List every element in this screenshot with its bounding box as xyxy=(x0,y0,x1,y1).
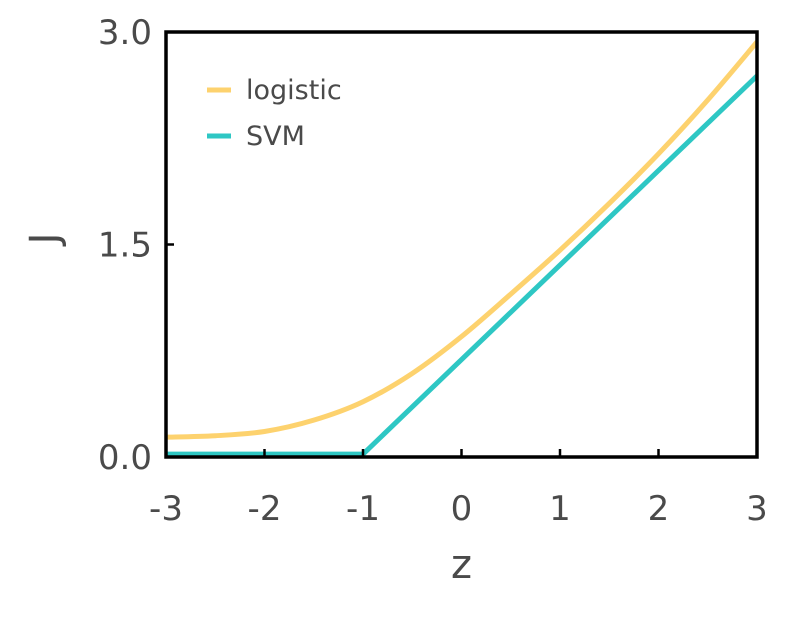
x-tick-label: 1 xyxy=(549,489,571,529)
y-axis-title: J xyxy=(22,233,68,248)
ticks-layer: -3 -2 -1 0 1 2 3 0.0 1.5 3.0 xyxy=(98,13,768,529)
x-tick-label: 0 xyxy=(451,489,473,529)
x-tick-label: -2 xyxy=(248,489,282,529)
x-tick-label: 3 xyxy=(746,489,768,529)
series-line-logistic xyxy=(166,40,757,440)
x-axis-title: z xyxy=(451,542,472,588)
x-tick-label: -1 xyxy=(346,489,380,529)
y-tick-label: 0.0 xyxy=(98,438,152,478)
y-tick-label: 3.0 xyxy=(98,13,152,53)
y-tick-label: 1.5 xyxy=(98,226,152,266)
legend: logistic SVM xyxy=(207,75,342,152)
x-tick-label: -3 xyxy=(149,489,183,529)
legend-label-svm: SVM xyxy=(246,121,305,152)
legend-label-logistic: logistic xyxy=(246,75,342,106)
x-tick-label: 2 xyxy=(648,489,670,529)
